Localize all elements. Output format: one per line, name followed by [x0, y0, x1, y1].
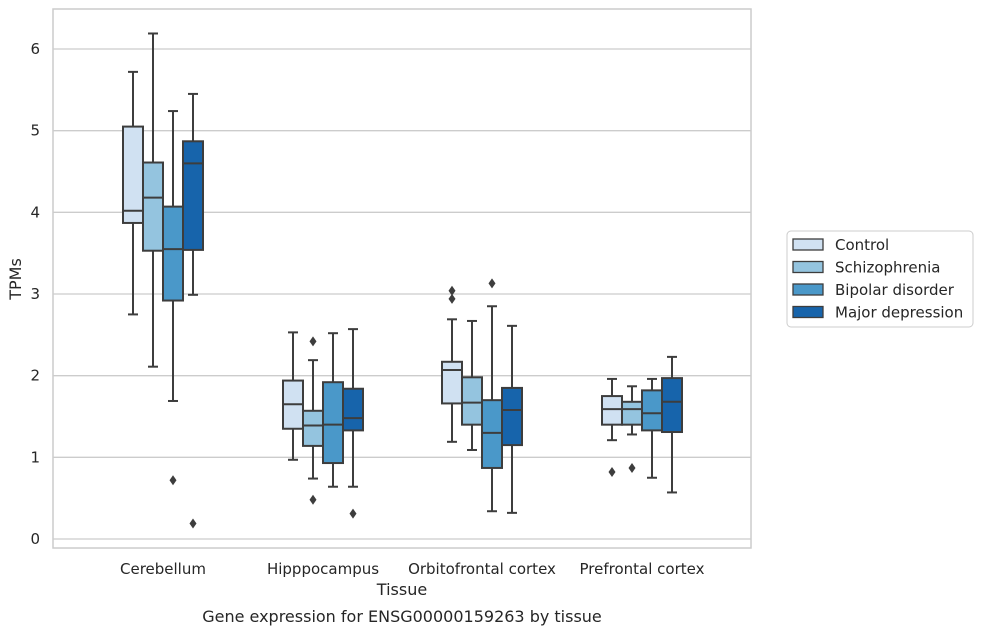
y-tick-labels: 0 1 2 3 4 5 6 — [30, 40, 40, 548]
plot-frame — [52, 8, 752, 549]
box-iqr — [621, 400, 643, 426]
box-series — [142, 32, 643, 505]
outlier-point — [628, 462, 636, 473]
x-tick-label: Cerebellum — [120, 560, 206, 578]
legend-label: Schizophrenia — [835, 259, 940, 277]
box — [282, 331, 304, 461]
legend-frame — [786, 230, 974, 328]
outlier-point — [608, 467, 616, 478]
y-tick-label: 4 — [30, 203, 40, 221]
y-tick-label: 6 — [30, 40, 40, 58]
y-axis-title: TPMs — [6, 258, 25, 301]
box-iqr — [441, 360, 463, 405]
legend-label: Control — [835, 236, 889, 254]
outlier-point — [309, 494, 317, 505]
legend-swatch — [792, 283, 824, 296]
box-iqr — [322, 381, 344, 465]
box-iqr — [342, 387, 364, 432]
box — [661, 355, 683, 494]
box-iqr — [142, 161, 164, 252]
box-iqr — [481, 399, 503, 469]
outlier-point — [189, 518, 197, 529]
legend-swatch — [792, 238, 824, 251]
box — [621, 385, 643, 473]
box — [601, 377, 623, 478]
box-iqr — [661, 377, 683, 434]
box-series — [182, 92, 683, 529]
box-iqr — [182, 140, 204, 251]
box — [142, 32, 164, 368]
y-tick-label: 0 — [30, 530, 40, 548]
box — [162, 110, 184, 486]
box-iqr — [302, 409, 324, 447]
outlier-point — [169, 475, 177, 486]
y-tick-label: 1 — [30, 448, 40, 466]
plot-background — [53, 9, 751, 548]
box — [461, 319, 483, 451]
outlier-point — [448, 293, 456, 304]
y-tick-label: 3 — [30, 285, 40, 303]
x-tick-label: Prefrontal cortex — [580, 560, 705, 578]
legend: Control Schizophrenia Bipolar disorder Majo… — [786, 230, 974, 328]
box-iqr — [162, 205, 184, 302]
y-tick-label: 2 — [30, 367, 40, 385]
box-series — [162, 110, 663, 513]
outlier-point — [309, 336, 317, 347]
legend-swatch — [792, 305, 824, 319]
box — [501, 324, 523, 514]
x-tick-labels: Cerebellum Hipppocampus Orbitofrontal cort… — [120, 560, 705, 578]
x-tick-label: Hipppocampus — [267, 560, 379, 578]
box-iqr — [641, 389, 663, 432]
legend-swatch — [792, 260, 824, 274]
outlier-point — [448, 285, 456, 296]
outlier-point — [488, 278, 496, 289]
box-iqr — [501, 386, 523, 447]
box — [481, 278, 503, 513]
box — [182, 92, 204, 529]
box — [322, 332, 344, 488]
outlier-point — [349, 508, 357, 519]
chart-caption: Gene expression for ENSG00000159263 by t… — [202, 607, 602, 626]
box-iqr — [461, 376, 483, 426]
box-iqr — [601, 395, 623, 426]
x-axis-title: Tissue — [376, 580, 427, 599]
box — [441, 285, 463, 443]
legend-label: Bipolar disorder — [835, 281, 955, 299]
box — [342, 328, 364, 519]
box-groups — [122, 32, 683, 529]
x-tick-label: Orbitofrontal cortex — [408, 560, 556, 578]
y-tick-label: 5 — [30, 122, 40, 140]
box-series — [122, 70, 623, 478]
box — [122, 70, 144, 316]
legend-label: Major depression — [835, 304, 963, 322]
box-iqr — [122, 125, 144, 224]
